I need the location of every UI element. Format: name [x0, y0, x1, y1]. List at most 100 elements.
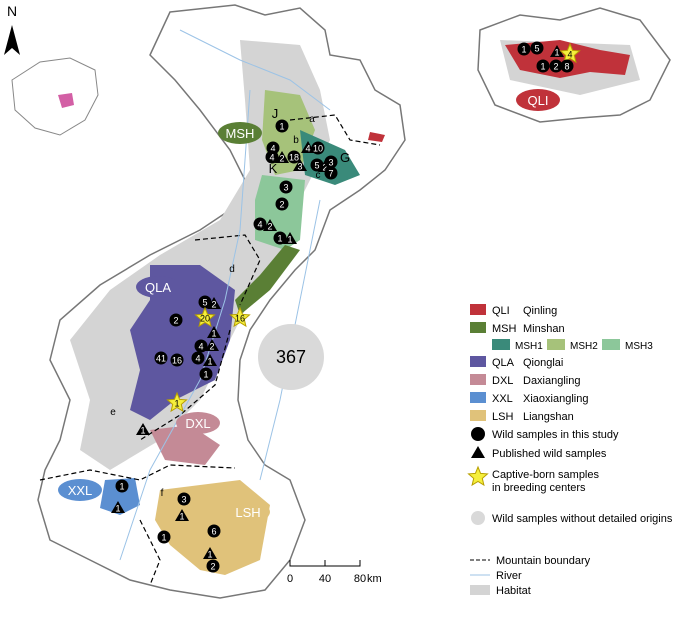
marker-label: 1 — [119, 482, 124, 492]
legend-swatch — [547, 339, 565, 350]
sub-label: f — [161, 488, 164, 499]
sub-label: G — [340, 150, 350, 165]
marker-label: 2 — [267, 222, 272, 232]
wild-sample-marker — [115, 479, 129, 493]
region-oval — [218, 122, 262, 144]
marker-label: 2 — [211, 300, 216, 310]
wild-sample-marker — [324, 166, 338, 180]
legend-sub: MSH2 — [570, 341, 598, 352]
marker-label: 1 — [179, 512, 184, 522]
marker-label: 4 — [195, 354, 200, 364]
marker-label: 4 — [257, 220, 262, 230]
marker-label: 4 — [270, 144, 275, 154]
wild-sample-marker — [169, 313, 183, 327]
legend-name: Qionglai — [523, 357, 563, 369]
habitat-msh — [235, 245, 300, 315]
legend-name: Xiaoxiangling — [523, 393, 588, 405]
marker-label: 1 — [207, 357, 212, 367]
region-label: QLA — [145, 280, 171, 295]
marker-label: 1 — [174, 399, 179, 409]
legend-swatch — [602, 339, 620, 350]
marker-label: 20 — [200, 314, 210, 324]
legend-swatch — [470, 410, 486, 421]
wild-sample-marker — [177, 492, 191, 506]
legend-circle — [471, 427, 485, 441]
wild-sample-marker — [517, 42, 531, 56]
region-oval — [516, 89, 560, 111]
marker-label: 1 — [279, 122, 284, 132]
published-sample-marker — [175, 509, 189, 521]
marker-label: 1 — [115, 504, 120, 514]
published-sample-marker — [550, 45, 564, 57]
legend-grey-circle — [471, 511, 485, 525]
legend-sample: Published wild samples — [492, 448, 607, 460]
marker-label: 3 — [181, 495, 186, 505]
marker-label: 4 — [305, 144, 310, 154]
legend-swatch — [470, 392, 486, 403]
wild-sample-marker — [275, 119, 289, 133]
marker-label: 1 — [540, 62, 545, 72]
region-label: DXL — [185, 416, 210, 431]
legend-code: LSH — [492, 411, 513, 423]
published-sample-marker — [111, 501, 125, 513]
marker-label: 3 — [297, 162, 302, 172]
published-sample-marker — [207, 297, 221, 309]
legend-star — [467, 465, 489, 487]
region-oval — [226, 501, 270, 523]
published-sample-marker — [205, 339, 219, 351]
marker-label: 3 — [328, 158, 333, 168]
wild-sample-marker — [311, 141, 325, 155]
marker-label: 2 — [209, 342, 214, 352]
wild-sample-marker — [198, 295, 212, 309]
legend-name: Minshan — [523, 323, 565, 335]
unlocated-circle — [258, 324, 324, 390]
marker-label: 8 — [564, 62, 569, 72]
published-sample-marker — [301, 141, 315, 153]
marker-label: 1 — [207, 550, 212, 560]
wild-sample-marker — [170, 353, 184, 367]
legend-habitat — [470, 585, 490, 595]
wild-sample-marker — [206, 559, 220, 573]
north-label: N — [7, 3, 17, 19]
legend-swatch — [470, 374, 486, 385]
sub-label: e — [110, 407, 116, 418]
marker-label: 1 — [554, 48, 559, 58]
china-inset-highlight — [58, 93, 74, 108]
sub-label: J — [272, 106, 279, 121]
scale-tick-label: 0 — [287, 573, 293, 585]
marker-label: 1 — [140, 426, 145, 436]
legend-code: MSH — [492, 323, 517, 335]
region-label: QLI — [528, 93, 549, 108]
sub-label: b — [293, 135, 299, 146]
legend-name: Daxiangling — [523, 375, 580, 387]
sub-label: a — [309, 114, 315, 125]
legend-triangle — [471, 446, 485, 458]
wild-sample-marker — [279, 180, 293, 194]
legend-line-label: Habitat — [496, 585, 531, 597]
legend-swatch — [470, 304, 486, 315]
legend-sample: Wild samples in this study — [492, 429, 619, 441]
captive-sample-marker — [194, 306, 216, 328]
legend-sample: Wild samples without detailed origins — [492, 513, 673, 525]
wild-sample-marker — [191, 351, 205, 365]
marker-label: 10 — [313, 144, 323, 154]
legend-swatch — [492, 339, 510, 350]
marker-label: 6 — [211, 527, 216, 537]
legend-sub: MSH3 — [625, 341, 653, 352]
wild-sample-marker — [199, 367, 213, 381]
sub-label: d — [229, 264, 235, 275]
legend-name: Liangshan — [523, 411, 574, 423]
marker-label: 2 — [553, 62, 558, 72]
habitat-dxl — [150, 425, 220, 465]
unlocated-count: 367 — [276, 347, 306, 367]
marker-label: 1 — [203, 370, 208, 380]
legend-name: Qinling — [523, 305, 557, 317]
captive-sample-marker — [229, 306, 251, 328]
region-oval — [58, 479, 102, 501]
scale-bar — [289, 560, 361, 567]
wild-sample-marker — [273, 231, 287, 245]
legend-swatch — [470, 356, 486, 367]
published-sample-marker — [203, 547, 217, 559]
region-oval — [136, 276, 180, 298]
